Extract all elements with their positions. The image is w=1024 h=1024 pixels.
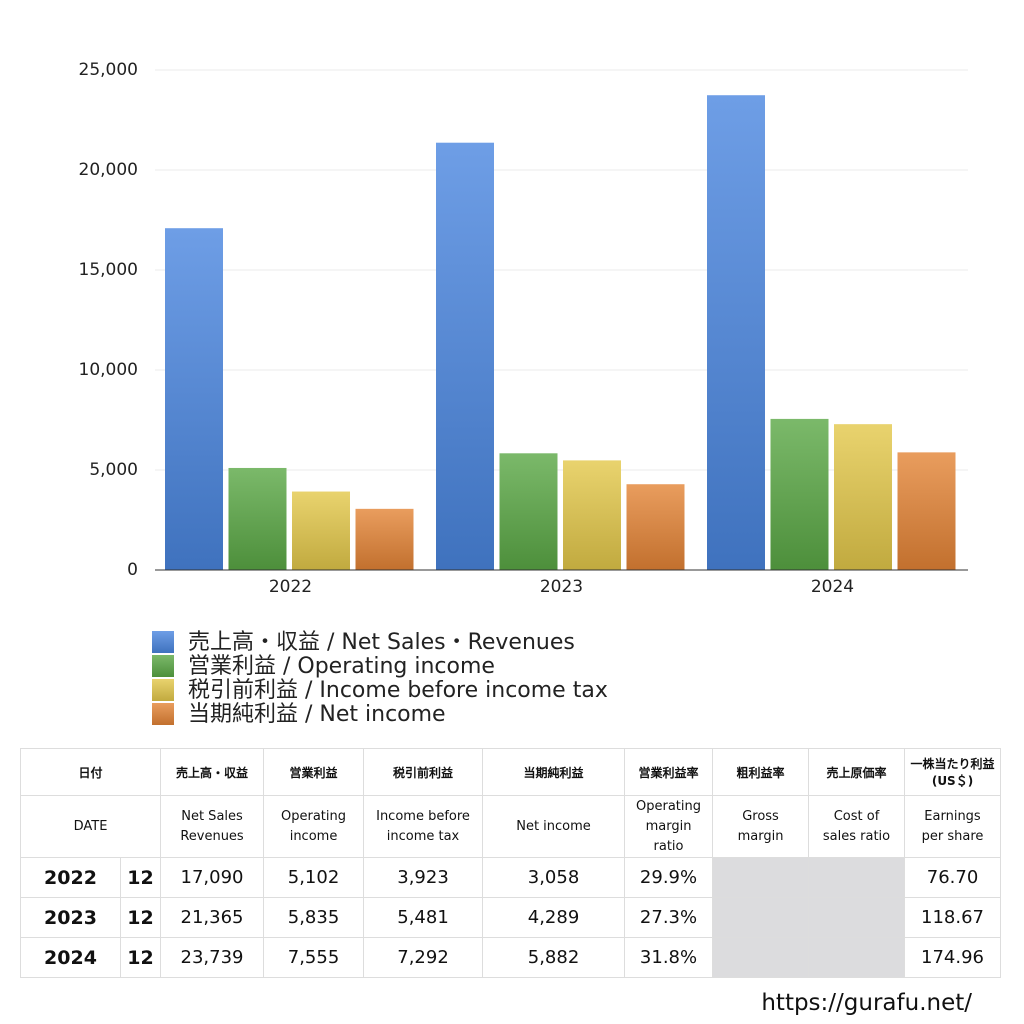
bar xyxy=(355,508,414,570)
bar xyxy=(228,467,287,570)
header-cell: 一株当たり利益 (US＄) xyxy=(904,748,1002,796)
bar xyxy=(165,228,223,570)
y-tick-label: 10,000 xyxy=(79,360,138,380)
footer-url: https://gurafu.net/ xyxy=(761,990,972,1016)
y-tick-label: 5,000 xyxy=(89,460,138,480)
header-cell: 税引前利益 xyxy=(363,748,484,796)
table-cell: 5,882 xyxy=(482,937,626,978)
header-cell: Gross margin xyxy=(712,795,810,858)
header-cell: 営業利益率 xyxy=(624,748,714,796)
header-cell: Net income xyxy=(482,795,626,858)
bar xyxy=(626,484,685,570)
empty-cell xyxy=(712,897,810,938)
table-cell: 3,923 xyxy=(363,857,484,898)
bar xyxy=(770,418,829,570)
header-cell: 日付 xyxy=(19,748,162,796)
table-cell: 2022 xyxy=(20,857,121,898)
x-tick-label: 2023 xyxy=(540,577,583,597)
empty-cell xyxy=(808,937,906,978)
empty-cell xyxy=(808,897,906,938)
y-tick-label: 25,000 xyxy=(79,60,138,80)
header-cell: 営業利益 xyxy=(263,748,365,796)
y-tick-label: 0 xyxy=(127,560,138,580)
legend-label: 営業利益 / Operating income xyxy=(188,654,495,679)
table-cell: 4,289 xyxy=(482,897,626,938)
table-cell: 174.96 xyxy=(904,937,1002,978)
table-cell: 12 xyxy=(119,897,162,938)
table-row: 2023 12 21,365 5,835 5,481 4,289 27.3% 118.67 xyxy=(20,897,1002,938)
y-tick-label: 20,000 xyxy=(79,160,138,180)
bar xyxy=(897,452,956,570)
bar xyxy=(563,460,621,570)
header-cell: Earnings per share xyxy=(904,795,1002,858)
chart: 0 5,000 10,000 15,000 20,000 25,000 2022 2023 20… xyxy=(79,60,968,727)
data-table: 日付 売上高・収益 営業利益 税引前利益 当期純利益 営業利益率 粗利益率 売上原価率 一株当た… xyxy=(19,748,1002,978)
header-cell: DATE xyxy=(19,795,162,858)
legend-label: 売上高・収益 / Net Sales・Revenues xyxy=(188,630,575,655)
table-cell: 7,292 xyxy=(363,937,484,978)
table-cell: 3,058 xyxy=(482,857,626,898)
table-row: 日付 売上高・収益 営業利益 税引前利益 当期純利益 営業利益率 粗利益率 売上原価率 一株当た… xyxy=(19,748,1002,796)
table-row: 2024 12 23,739 7,555 7,292 5,882 31.8% 174.96 xyxy=(20,937,1002,978)
bar xyxy=(707,95,765,570)
table-cell: 5,835 xyxy=(263,897,365,938)
legend-swatch xyxy=(152,655,174,677)
table-cell: 31.8% xyxy=(624,937,714,978)
header-cell: Net Sales Revenues xyxy=(160,795,265,858)
y-tick-label: 15,000 xyxy=(79,260,138,280)
header-cell: 売上高・収益 xyxy=(160,748,265,796)
header-cell: 売上原価率 xyxy=(808,748,906,796)
table-cell: 118.67 xyxy=(904,897,1002,938)
empty-cell xyxy=(712,857,810,898)
header-cell: Operating margin ratio xyxy=(624,795,714,858)
table-cell: 2024 xyxy=(20,937,121,978)
legend-label: 当期純利益 / Net income xyxy=(188,702,446,727)
header-cell: Income before income tax xyxy=(363,795,484,858)
legend-swatch xyxy=(152,703,174,725)
header-cell: Operating income xyxy=(263,795,365,858)
table-cell: 76.70 xyxy=(904,857,1002,898)
x-tick-label: 2022 xyxy=(269,577,312,597)
table-cell: 29.9% xyxy=(624,857,714,898)
table-row: DATE Net Sales Revenues Operating income In… xyxy=(19,795,1002,858)
header-cell: 粗利益率 xyxy=(712,748,810,796)
table-cell: 17,090 xyxy=(160,857,265,898)
legend-label: 税引前利益 / Income before income tax xyxy=(188,678,608,703)
legend-swatch xyxy=(152,631,174,653)
bar xyxy=(499,453,558,570)
x-tick-label: 2024 xyxy=(811,577,854,597)
header-cell: 当期純利益 xyxy=(482,748,626,796)
table-row: 2022 12 17,090 5,102 3,923 3,058 29.9% 76.70 xyxy=(20,857,1002,898)
table-cell: 23,739 xyxy=(160,937,265,978)
table-cell: 5,102 xyxy=(263,857,365,898)
table-cell: 12 xyxy=(119,937,162,978)
table-cell: 12 xyxy=(119,857,162,898)
legend-swatch xyxy=(152,679,174,701)
table-cell: 7,555 xyxy=(263,937,365,978)
empty-cell xyxy=(712,937,810,978)
table-cell: 27.3% xyxy=(624,897,714,938)
table-cell: 21,365 xyxy=(160,897,265,938)
table-cell: 2023 xyxy=(20,897,121,938)
table-cell: 5,481 xyxy=(363,897,484,938)
bar xyxy=(292,491,350,570)
header-cell: Cost of sales ratio xyxy=(808,795,906,858)
empty-cell xyxy=(808,857,906,898)
bar xyxy=(834,424,892,570)
bar xyxy=(436,142,494,570)
